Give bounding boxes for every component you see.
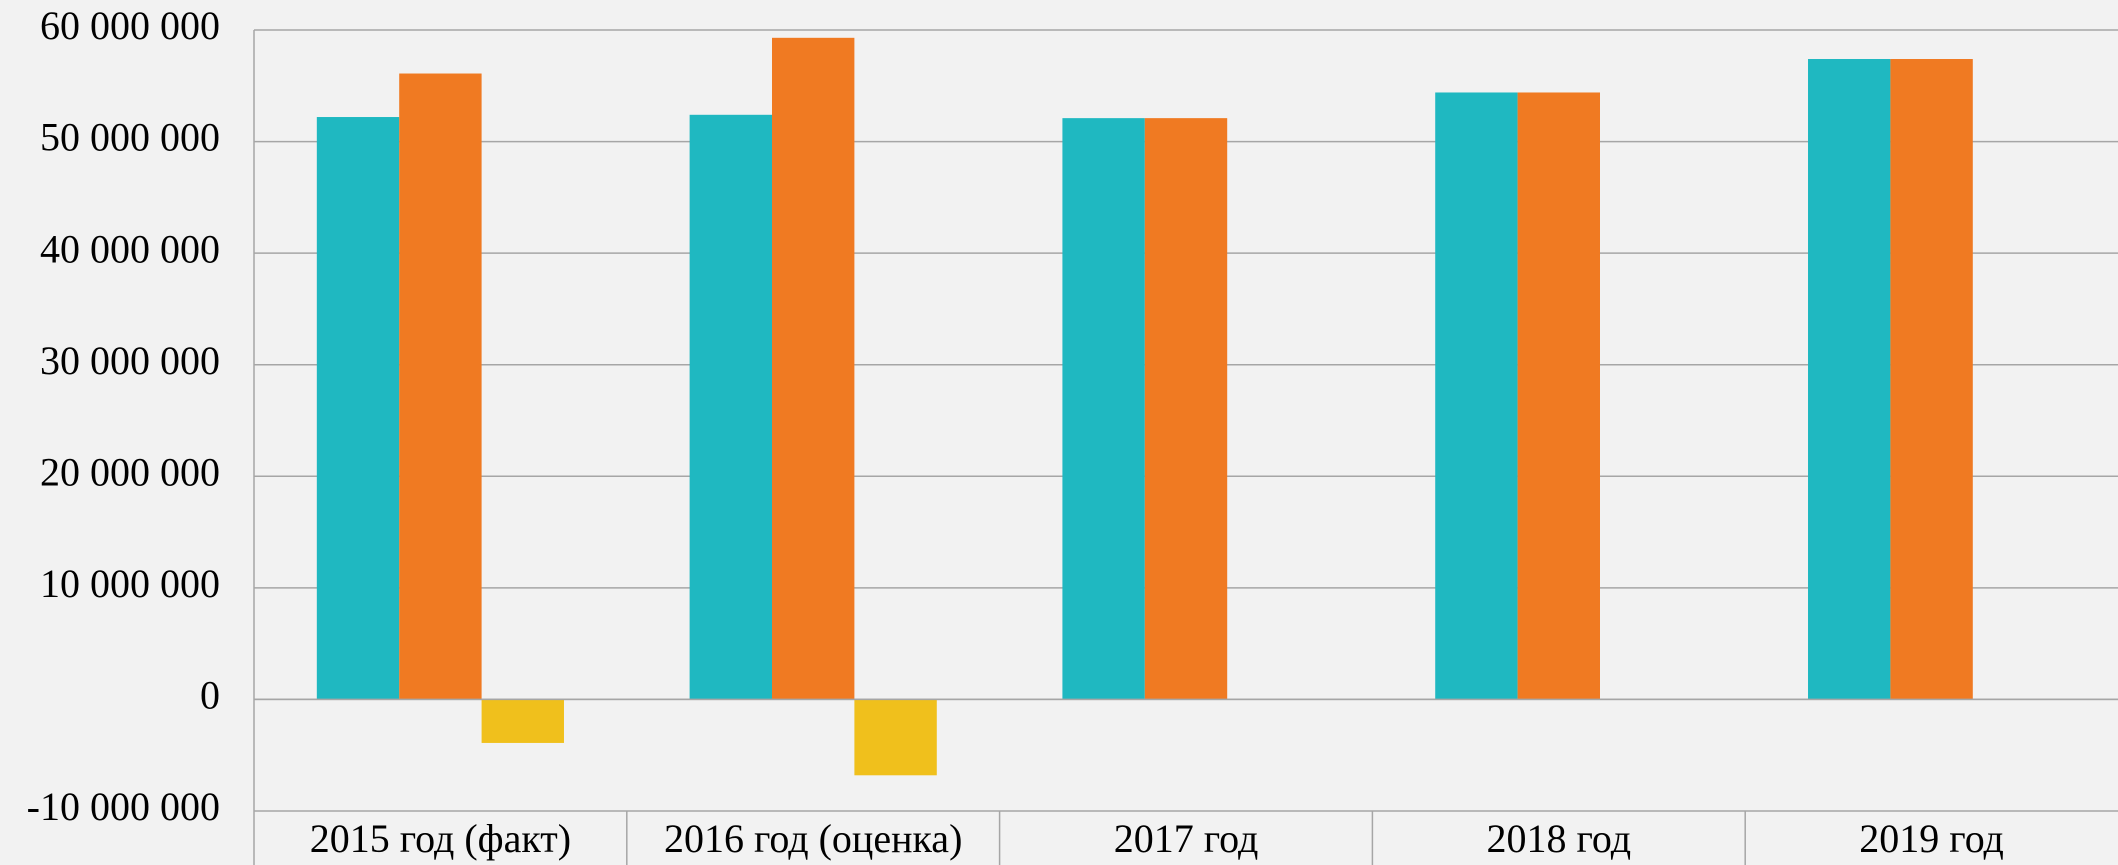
bar xyxy=(772,37,855,700)
x-tick-label: 2019 год xyxy=(1859,816,2004,861)
bar xyxy=(1890,59,1973,700)
y-tick-label: 30 000 000 xyxy=(40,338,220,383)
bar xyxy=(854,699,937,776)
y-tick-label: 50 000 000 xyxy=(40,115,220,160)
y-tick-label: 40 000 000 xyxy=(40,226,220,271)
bar xyxy=(689,114,773,700)
bar xyxy=(481,699,564,743)
y-tick-label: -10 000 000 xyxy=(27,784,220,829)
bar xyxy=(316,117,400,700)
bar xyxy=(1144,118,1228,700)
y-tick-label: 10 000 000 xyxy=(40,561,220,606)
x-tick-label: 2015 год (факт) xyxy=(310,816,571,861)
y-tick-label: 20 000 000 xyxy=(40,449,220,494)
bar xyxy=(1062,118,1145,700)
y-tick-label: 60 000 000 xyxy=(40,3,220,48)
y-tick-label: 0 xyxy=(200,673,220,718)
bar xyxy=(1517,92,1600,700)
x-tick-label: 2016 год (оценка) xyxy=(664,816,962,861)
bar xyxy=(1435,92,1518,700)
bar xyxy=(1808,59,1891,700)
x-tick-label: 2018 год xyxy=(1486,816,1631,861)
bar xyxy=(399,73,482,700)
x-tick-label: 2017 год xyxy=(1114,816,1259,861)
